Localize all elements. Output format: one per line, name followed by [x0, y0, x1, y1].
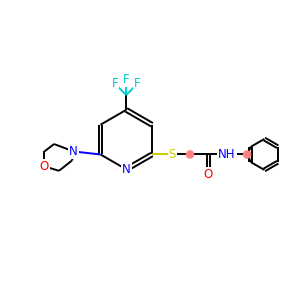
Text: F: F [134, 77, 141, 90]
Text: N: N [122, 163, 130, 176]
Circle shape [244, 151, 250, 158]
Text: F: F [123, 73, 130, 86]
Circle shape [186, 151, 194, 158]
Text: NH: NH [218, 148, 236, 161]
Text: O: O [204, 168, 213, 181]
Text: O: O [40, 160, 49, 173]
Text: F: F [112, 77, 118, 90]
Text: N: N [69, 145, 78, 158]
Text: S: S [169, 148, 176, 161]
